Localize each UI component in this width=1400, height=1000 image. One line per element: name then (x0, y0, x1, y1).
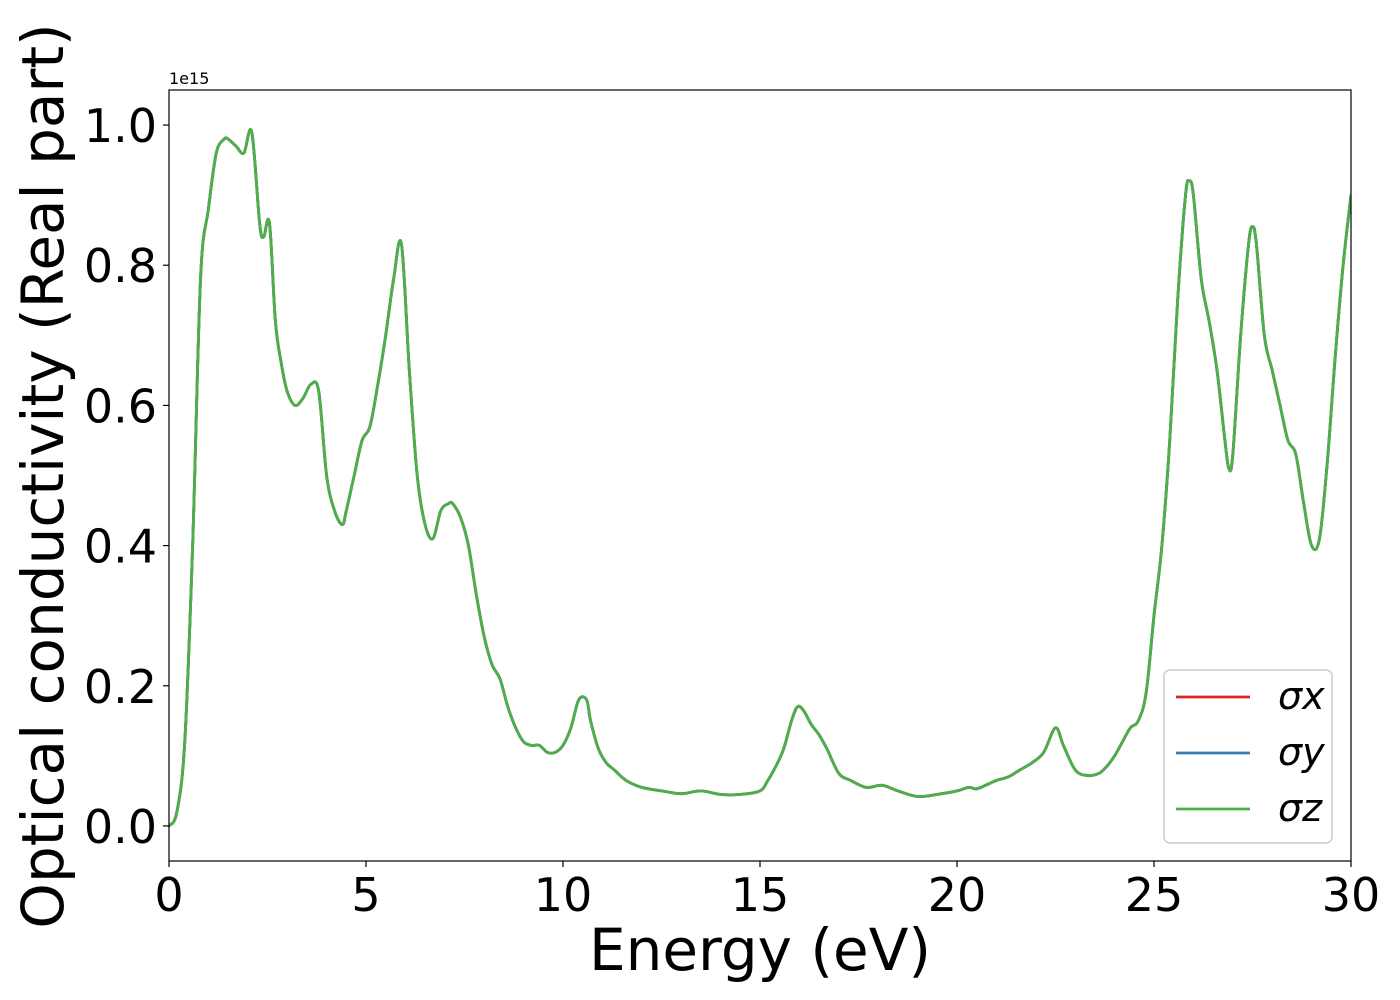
x-tick-label: 20 (928, 868, 987, 922)
y-tick-label: 1.0 (84, 99, 157, 153)
legend-label-3: σz (1278, 786, 1323, 830)
x-tick-label: 15 (731, 868, 790, 922)
legend-box (1163, 669, 1333, 844)
x-axis-label: Energy (eV) (589, 916, 931, 984)
x-axis: 0 5 10 15 20 25 30 (154, 861, 1380, 922)
series-line-3 (169, 128, 1351, 828)
y-axis-label: Optical conductivity (Real part) (9, 23, 77, 928)
series-layer (169, 128, 1351, 828)
legend-label-1: σx (1278, 674, 1325, 718)
y-tick-label: 0.6 (84, 379, 157, 433)
y-offset-label: 1e15 (169, 69, 209, 88)
y-axis: 0.0 0.2 0.4 0.6 0.8 1.0 (84, 99, 169, 854)
x-tick-label: 25 (1125, 868, 1184, 922)
legend: σx σy σz (1163, 669, 1333, 844)
x-tick-label: 30 (1322, 868, 1381, 922)
x-tick-label: 10 (534, 868, 593, 922)
y-tick-label: 0.4 (84, 520, 157, 574)
x-tick-label: 0 (154, 868, 183, 922)
y-tick-label: 0.8 (84, 239, 157, 293)
y-tick-label: 0.0 (84, 800, 157, 854)
x-tick-label: 5 (351, 868, 380, 922)
legend-label-2: σy (1278, 730, 1325, 774)
y-tick-label: 0.2 (84, 660, 157, 714)
